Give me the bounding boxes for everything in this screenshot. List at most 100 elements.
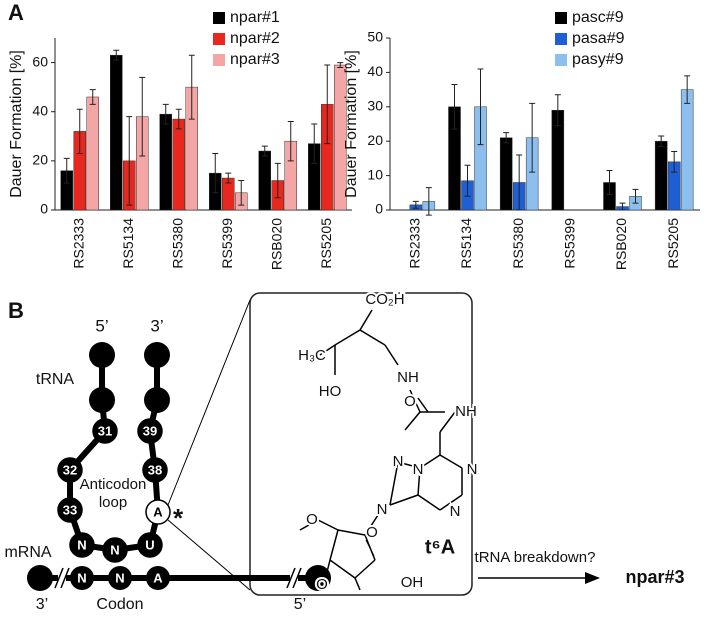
error-bar bbox=[619, 202, 626, 211]
bond bbox=[337, 529, 366, 536]
bond bbox=[334, 329, 361, 346]
nucleotide-label: N bbox=[77, 570, 86, 585]
bond bbox=[419, 454, 441, 469]
chem-label: N bbox=[413, 461, 424, 478]
error-bar bbox=[554, 94, 561, 127]
error-bar bbox=[516, 154, 523, 211]
nucleotide-label: 38 bbox=[148, 462, 162, 477]
codon-label: Codon bbox=[96, 596, 143, 613]
error-bar bbox=[162, 103, 169, 125]
chem-label: HO bbox=[319, 383, 342, 400]
y-tick-label: 20 bbox=[367, 132, 383, 148]
y-tick-label: 30 bbox=[367, 98, 383, 114]
error-bar bbox=[126, 116, 133, 206]
arrow-label: tRNA breakdown? bbox=[475, 549, 596, 566]
nucleotide bbox=[145, 499, 171, 525]
chem-label: O bbox=[366, 524, 378, 541]
trna-label: tRNA bbox=[36, 371, 75, 388]
legend-label: pasa#9 bbox=[572, 30, 625, 47]
legend-label: npar#1 bbox=[230, 9, 280, 26]
error-bar bbox=[337, 62, 344, 68]
chem-label: NH bbox=[397, 369, 419, 386]
nucleotide bbox=[57, 497, 83, 523]
arrow-head bbox=[585, 572, 600, 584]
nucleotide-label: 39 bbox=[143, 423, 157, 438]
legend-swatch bbox=[555, 54, 567, 66]
bar bbox=[654, 140, 668, 211]
error-bar bbox=[464, 164, 471, 197]
x-tick-label: RS5134 bbox=[458, 218, 474, 269]
error-bar bbox=[175, 108, 182, 130]
nucleotide bbox=[102, 537, 128, 563]
legend-label: npar#2 bbox=[230, 30, 280, 47]
bar bbox=[258, 150, 271, 211]
error-bar bbox=[477, 68, 484, 146]
nucleotide-label: A bbox=[153, 570, 163, 585]
nucleotide bbox=[57, 457, 83, 483]
chem-label: NH bbox=[455, 403, 477, 420]
nucleotide bbox=[89, 342, 115, 368]
y-tick-label: 10 bbox=[367, 166, 383, 182]
legend-swatch bbox=[213, 12, 225, 24]
error-bar bbox=[212, 152, 219, 194]
nucleotide bbox=[144, 387, 170, 413]
nucleotide bbox=[70, 566, 94, 590]
nucleotide bbox=[92, 418, 118, 444]
end-label: 5’ bbox=[294, 596, 306, 613]
chem-label: CO₂H bbox=[365, 291, 404, 308]
bond bbox=[439, 411, 456, 433]
nucleotide-label: 32 bbox=[63, 462, 77, 477]
bond bbox=[397, 461, 421, 469]
bond bbox=[324, 559, 331, 581]
bar bbox=[86, 96, 99, 211]
star: * bbox=[173, 503, 184, 533]
bond bbox=[364, 511, 381, 536]
nucleotide-label: N bbox=[115, 570, 124, 585]
error-bar bbox=[311, 123, 318, 164]
bond bbox=[329, 529, 339, 561]
nucleotide-label: N bbox=[110, 542, 119, 557]
error-bar bbox=[451, 83, 458, 130]
break bbox=[286, 567, 296, 589]
x-tick-label: RSB020 bbox=[613, 218, 629, 270]
end-label: 5’ bbox=[95, 316, 108, 335]
error-bar bbox=[658, 135, 665, 147]
nucleotide bbox=[305, 565, 331, 591]
nucleotide-label: U bbox=[145, 537, 154, 552]
nucleotide-label: A bbox=[153, 504, 163, 519]
y-tick-label: 0 bbox=[40, 201, 48, 217]
bond bbox=[439, 454, 463, 469]
nucleotide bbox=[89, 387, 115, 413]
bond bbox=[299, 519, 319, 531]
bond bbox=[329, 559, 356, 579]
bond bbox=[384, 344, 399, 366]
error-bar bbox=[425, 187, 432, 216]
x-tick-label: RS5205 bbox=[318, 218, 334, 269]
error-bar bbox=[529, 102, 536, 173]
bond bbox=[409, 389, 421, 413]
bar bbox=[172, 118, 185, 211]
legend-swatch bbox=[213, 54, 225, 66]
chem-label: OH bbox=[401, 574, 424, 591]
bond bbox=[319, 344, 336, 356]
y-tick-label: 40 bbox=[32, 102, 48, 118]
nucleotide bbox=[144, 342, 170, 368]
chem-label: O bbox=[316, 576, 328, 593]
modification-label: t⁶A bbox=[425, 536, 455, 558]
error-bar bbox=[139, 76, 146, 157]
error-bar bbox=[632, 188, 639, 204]
break bbox=[292, 567, 302, 589]
bond bbox=[359, 309, 373, 331]
chem-label: O bbox=[404, 393, 416, 410]
nucleotide bbox=[108, 566, 132, 590]
error-bar bbox=[503, 132, 510, 144]
legend-label: pasy#9 bbox=[572, 51, 624, 68]
legend-swatch bbox=[213, 33, 225, 45]
y-tick-label: 0 bbox=[375, 201, 383, 217]
nucleotide-label: N bbox=[77, 537, 86, 552]
panel-label: B bbox=[8, 298, 24, 323]
y-tick-label: 60 bbox=[32, 53, 48, 69]
loop-label: loop bbox=[99, 494, 127, 511]
bond bbox=[389, 461, 399, 506]
